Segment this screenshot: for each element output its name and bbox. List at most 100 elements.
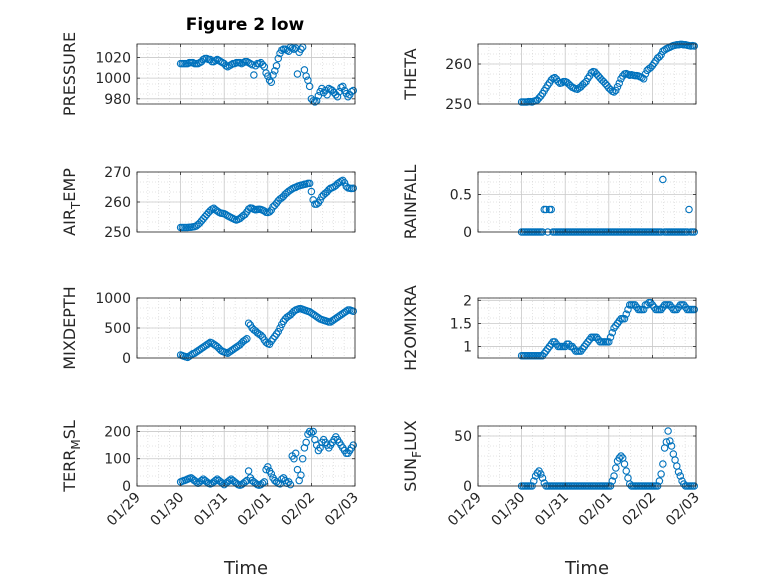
y-axis-label: MIXDEPTH xyxy=(60,286,79,369)
figure-title: Figure 2 low xyxy=(186,15,305,35)
data-point xyxy=(199,55,208,64)
data-point xyxy=(610,88,618,96)
data-point xyxy=(610,472,618,480)
data-point xyxy=(349,307,358,315)
data-point xyxy=(662,438,671,446)
data-point xyxy=(538,474,547,482)
y-tick-label: 250 xyxy=(445,97,472,113)
data-point xyxy=(673,305,681,314)
data-point xyxy=(615,79,624,87)
data-point xyxy=(244,467,253,475)
data-point xyxy=(641,70,650,78)
data-point xyxy=(258,479,267,488)
data-point xyxy=(307,429,316,437)
data-point xyxy=(349,86,358,95)
y-axis-label: SUNFLUX xyxy=(401,420,424,492)
y-tick-label: 0.5 xyxy=(450,188,472,204)
data-point xyxy=(305,179,314,188)
data-point xyxy=(606,333,615,341)
data-point xyxy=(690,305,699,314)
data-point xyxy=(655,53,664,61)
data-point xyxy=(260,207,269,215)
data-point xyxy=(615,454,624,462)
data-point xyxy=(218,479,227,488)
data-point xyxy=(267,469,276,478)
y-axis-label: AIRTEMP xyxy=(60,168,83,236)
y-tick-label: 0 xyxy=(463,479,472,495)
data-point xyxy=(297,471,305,479)
data-point xyxy=(639,305,648,314)
y-tick-label: 200 xyxy=(104,424,131,440)
data-point xyxy=(316,196,324,204)
data-point xyxy=(243,335,251,343)
data-point xyxy=(297,45,305,53)
panel-rainfall: 0 0.5 RAINFALL xyxy=(401,165,699,241)
panel-pressure: 980 1000 1020 PRESSURE xyxy=(60,32,358,116)
data-point xyxy=(192,478,201,486)
y-tick-label: 500 xyxy=(104,321,131,337)
data-point xyxy=(265,208,274,216)
y-tick-label: 2 xyxy=(463,293,472,309)
data-point xyxy=(211,56,220,65)
y-tick-label: 250 xyxy=(104,225,131,241)
panel-air-temp: 250 260 270 AIRTEMP xyxy=(60,165,358,241)
data-point xyxy=(272,61,281,70)
data-point xyxy=(335,87,344,96)
data-point xyxy=(204,339,213,348)
data-point xyxy=(657,470,665,478)
data-point xyxy=(537,470,545,478)
data-point xyxy=(333,93,342,101)
data-point xyxy=(276,324,284,332)
grid xyxy=(136,297,356,359)
data-point xyxy=(608,477,617,485)
y-tick-label: 1000 xyxy=(95,291,131,307)
data-point xyxy=(533,469,542,477)
data-point xyxy=(302,72,310,80)
x-axis-label: Time xyxy=(223,558,268,579)
data-point xyxy=(211,476,220,485)
y-axis-label: THETA xyxy=(401,48,420,100)
data-point xyxy=(666,301,674,309)
data-point xyxy=(690,42,699,50)
data-point xyxy=(293,465,302,474)
data-point xyxy=(302,438,310,447)
data-point xyxy=(349,441,358,449)
data-point xyxy=(657,305,665,314)
data-point xyxy=(264,463,272,471)
data-point xyxy=(613,319,622,328)
data-point xyxy=(577,347,585,355)
axes-box xyxy=(477,425,697,487)
data-point xyxy=(307,187,316,196)
data-point xyxy=(264,72,272,80)
data-point xyxy=(578,345,587,353)
data-point xyxy=(605,338,613,346)
series-markers xyxy=(176,43,358,106)
data-point xyxy=(225,476,234,485)
data-point xyxy=(612,464,620,472)
data-point xyxy=(236,58,244,67)
data-point xyxy=(309,427,317,436)
data-point xyxy=(288,44,296,52)
data-point xyxy=(283,479,291,488)
data-point xyxy=(530,477,538,485)
y-axis-label: PRESSURE xyxy=(60,32,79,116)
data-point xyxy=(262,338,270,347)
data-point xyxy=(639,75,648,83)
y-axis-label: RAINFALL xyxy=(401,165,420,240)
data-point xyxy=(545,342,554,351)
data-point xyxy=(550,338,559,346)
data-point xyxy=(197,476,206,485)
data-point xyxy=(230,59,239,68)
y-tick-label: 270 xyxy=(104,165,131,181)
data-point xyxy=(274,54,283,63)
data-point xyxy=(269,71,277,79)
panel-mixdepth: 0 500 1000 MIXDEPTH xyxy=(60,286,358,370)
data-point xyxy=(250,71,258,79)
series-markers xyxy=(176,427,358,489)
data-point xyxy=(542,205,550,214)
data-point xyxy=(286,480,295,489)
data-point xyxy=(542,347,550,355)
data-point xyxy=(657,51,665,59)
y-axis-label: H2OMIXRA xyxy=(401,285,420,371)
